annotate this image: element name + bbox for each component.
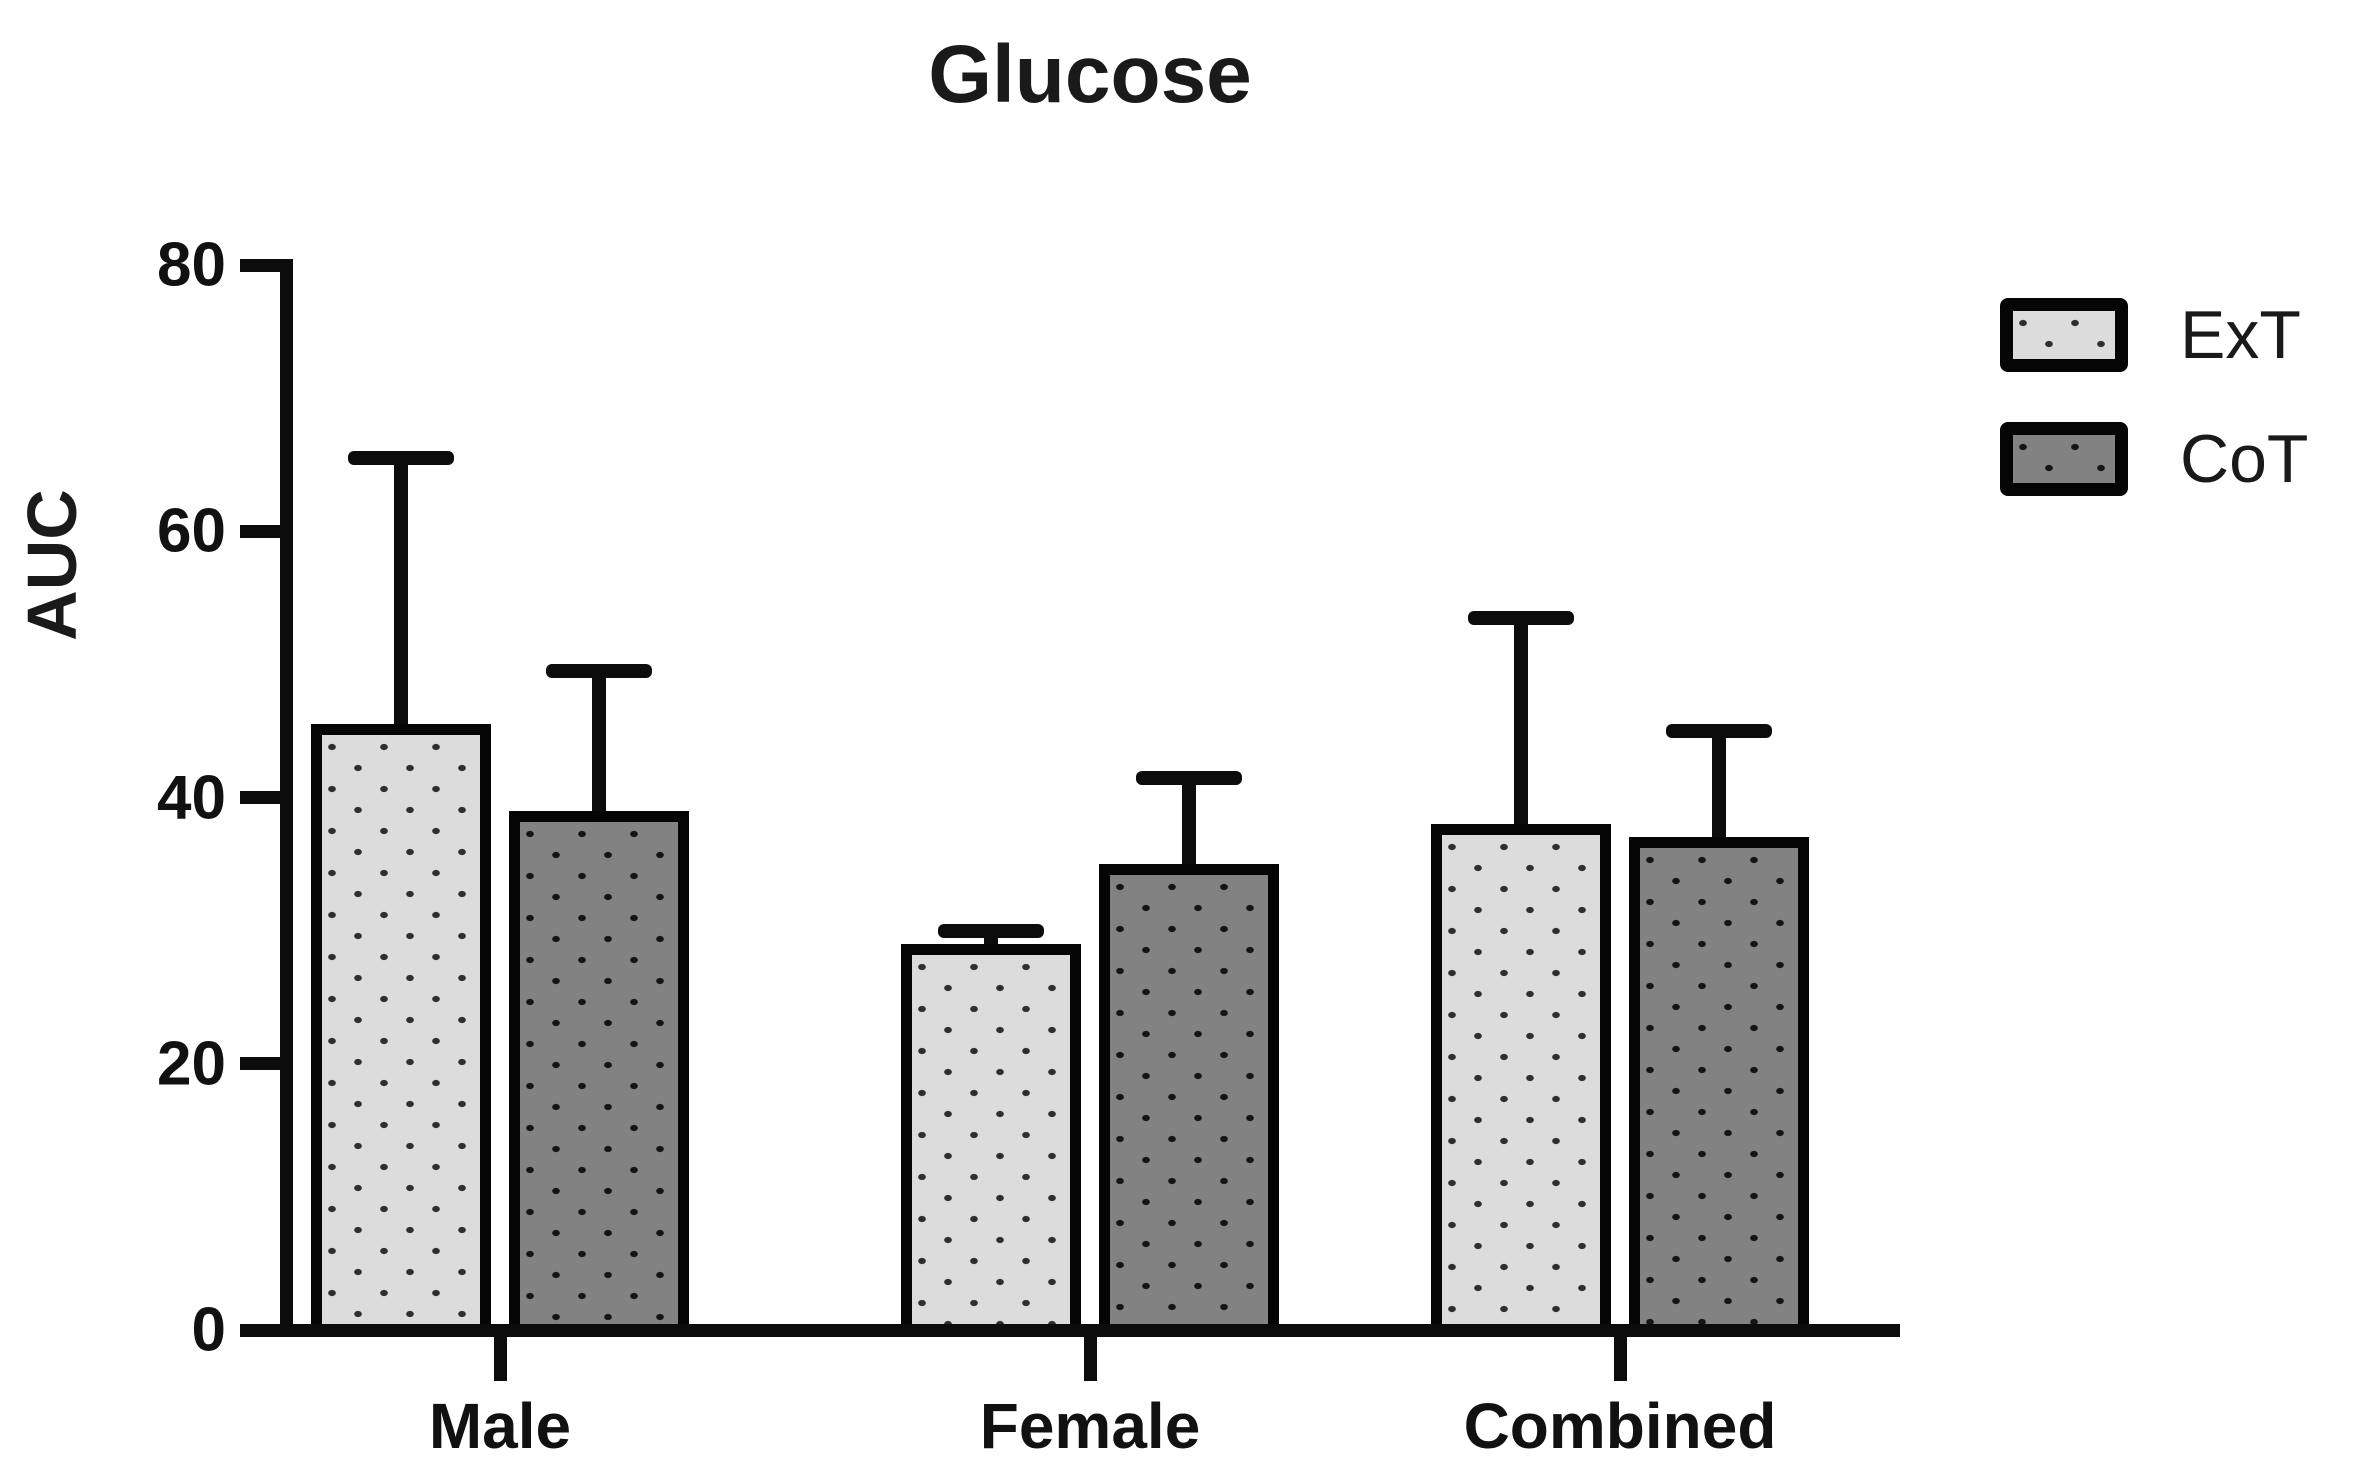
bar-ext-female [901,943,1081,1337]
legend-label-ext: ExT [2180,297,2301,373]
bar-ext-male [311,724,491,1337]
legend-row-cot: CoT [2000,420,2308,498]
legend-swatch-cot [2000,422,2128,496]
legend: ExT CoT [2000,296,2308,498]
error-bar-cap-ext-combined [1468,610,1574,625]
error-bar-cap-cot-combined [1666,723,1772,738]
x-category-label-combined: Combined [1463,1389,1777,1462]
y-axis-line [280,259,293,1336]
y-tick-label-0: 0 [191,1295,226,1365]
bar-cot-combined [1629,837,1809,1337]
bar-cot-male [509,810,689,1337]
error-bar-stem-cot-combined [1712,730,1726,838]
chart-title: Glucose [928,29,1252,120]
error-bar-cap-cot-male [546,664,652,679]
error-bar-stem-ext-male [394,458,408,725]
y-tick-label-40: 40 [157,763,226,832]
y-tick-0 [240,1323,280,1337]
x-tick-combined [1613,1336,1627,1381]
y-tick-40 [240,791,280,804]
bar-ext-combined [1431,824,1611,1337]
legend-swatch-ext [2000,298,2128,372]
error-bar-stem-cot-male [592,671,606,811]
bar-cot-female [1099,864,1279,1337]
x-category-label-male: Male [428,1389,572,1462]
y-tick-label-20: 20 [157,1029,226,1099]
error-bar-stem-cot-female [1182,777,1196,865]
x-tick-male [493,1336,507,1381]
error-bar-cap-ext-male [348,451,454,466]
legend-label-cot: CoT [2180,421,2309,497]
y-tick-60 [240,524,280,538]
y-axis-label: AUC [13,489,91,641]
y-tick-80 [240,258,280,272]
error-bar-cap-cot-female [1136,770,1242,785]
error-bar-cap-ext-female [938,923,1044,938]
legend-row-ext: ExT [2000,296,2308,374]
y-tick-20 [240,1057,280,1071]
y-tick-label-60: 60 [157,496,226,566]
x-tick-female [1083,1336,1097,1381]
y-tick-label-80: 80 [157,230,226,300]
x-axis-line [280,1323,1900,1337]
error-bar-stem-ext-combined [1514,617,1528,825]
x-category-label-female: Female [979,1389,1201,1462]
